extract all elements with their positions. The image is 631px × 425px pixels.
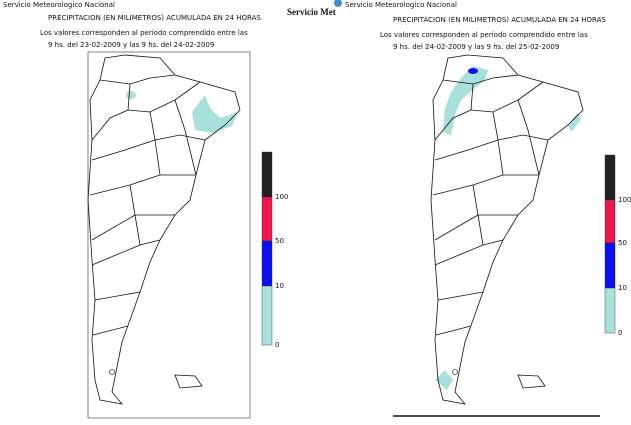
- panel: Servicio Meteorologico Nacional PRECIPIT…: [345, 1, 631, 417]
- legend-swatch: [604, 199, 616, 244]
- panel: Servicio Meteorologico Nacional PRECIPIT…: [3, 1, 288, 419]
- legend-swatch: [604, 154, 616, 201]
- legend-label: 50: [275, 237, 284, 245]
- period: 9 hs. del 23-02-2009 y las 9 hs. del 24-…: [48, 41, 214, 49]
- agency: Servicio Meteorologico Nacional: [345, 1, 457, 9]
- legend-swatch: [261, 151, 273, 198]
- legend-label: 0: [275, 341, 279, 349]
- legend-swatch: [261, 196, 273, 242]
- period: 9 hs. del 24-02-2009 y las 9 hs. del 25-…: [393, 43, 559, 51]
- legend-label: 100: [618, 196, 631, 204]
- legend-label: 100: [275, 193, 288, 201]
- map-outline: [87, 54, 241, 405]
- precip-areas: [126, 91, 238, 133]
- legend-swatch: [261, 285, 273, 346]
- panel-title: PRECIPITACION (EN MILIMETROS) ACUMULADA …: [48, 14, 261, 22]
- period-note: Los valores corresponden al período comp…: [380, 31, 588, 39]
- legend-label: 10: [275, 282, 284, 290]
- agency: Servicio Meteorologico Nacional: [3, 1, 115, 9]
- legend-swatch: [261, 240, 273, 287]
- legend-swatch: [604, 287, 616, 334]
- panel-title: PRECIPITACION (EN MILIMETROS) ACUMULADA …: [393, 16, 606, 24]
- precip-areas: [435, 66, 581, 390]
- legend-label: 0: [618, 329, 622, 337]
- map-frame: [87, 51, 251, 419]
- legend-swatch: [604, 242, 616, 289]
- overlay-header: Servicio Met: [287, 7, 336, 17]
- legend-label: 10: [618, 284, 627, 292]
- logo: [334, 0, 342, 7]
- legend-label: 50: [618, 239, 627, 247]
- period-note: Los valores corresponden al período comp…: [40, 29, 248, 37]
